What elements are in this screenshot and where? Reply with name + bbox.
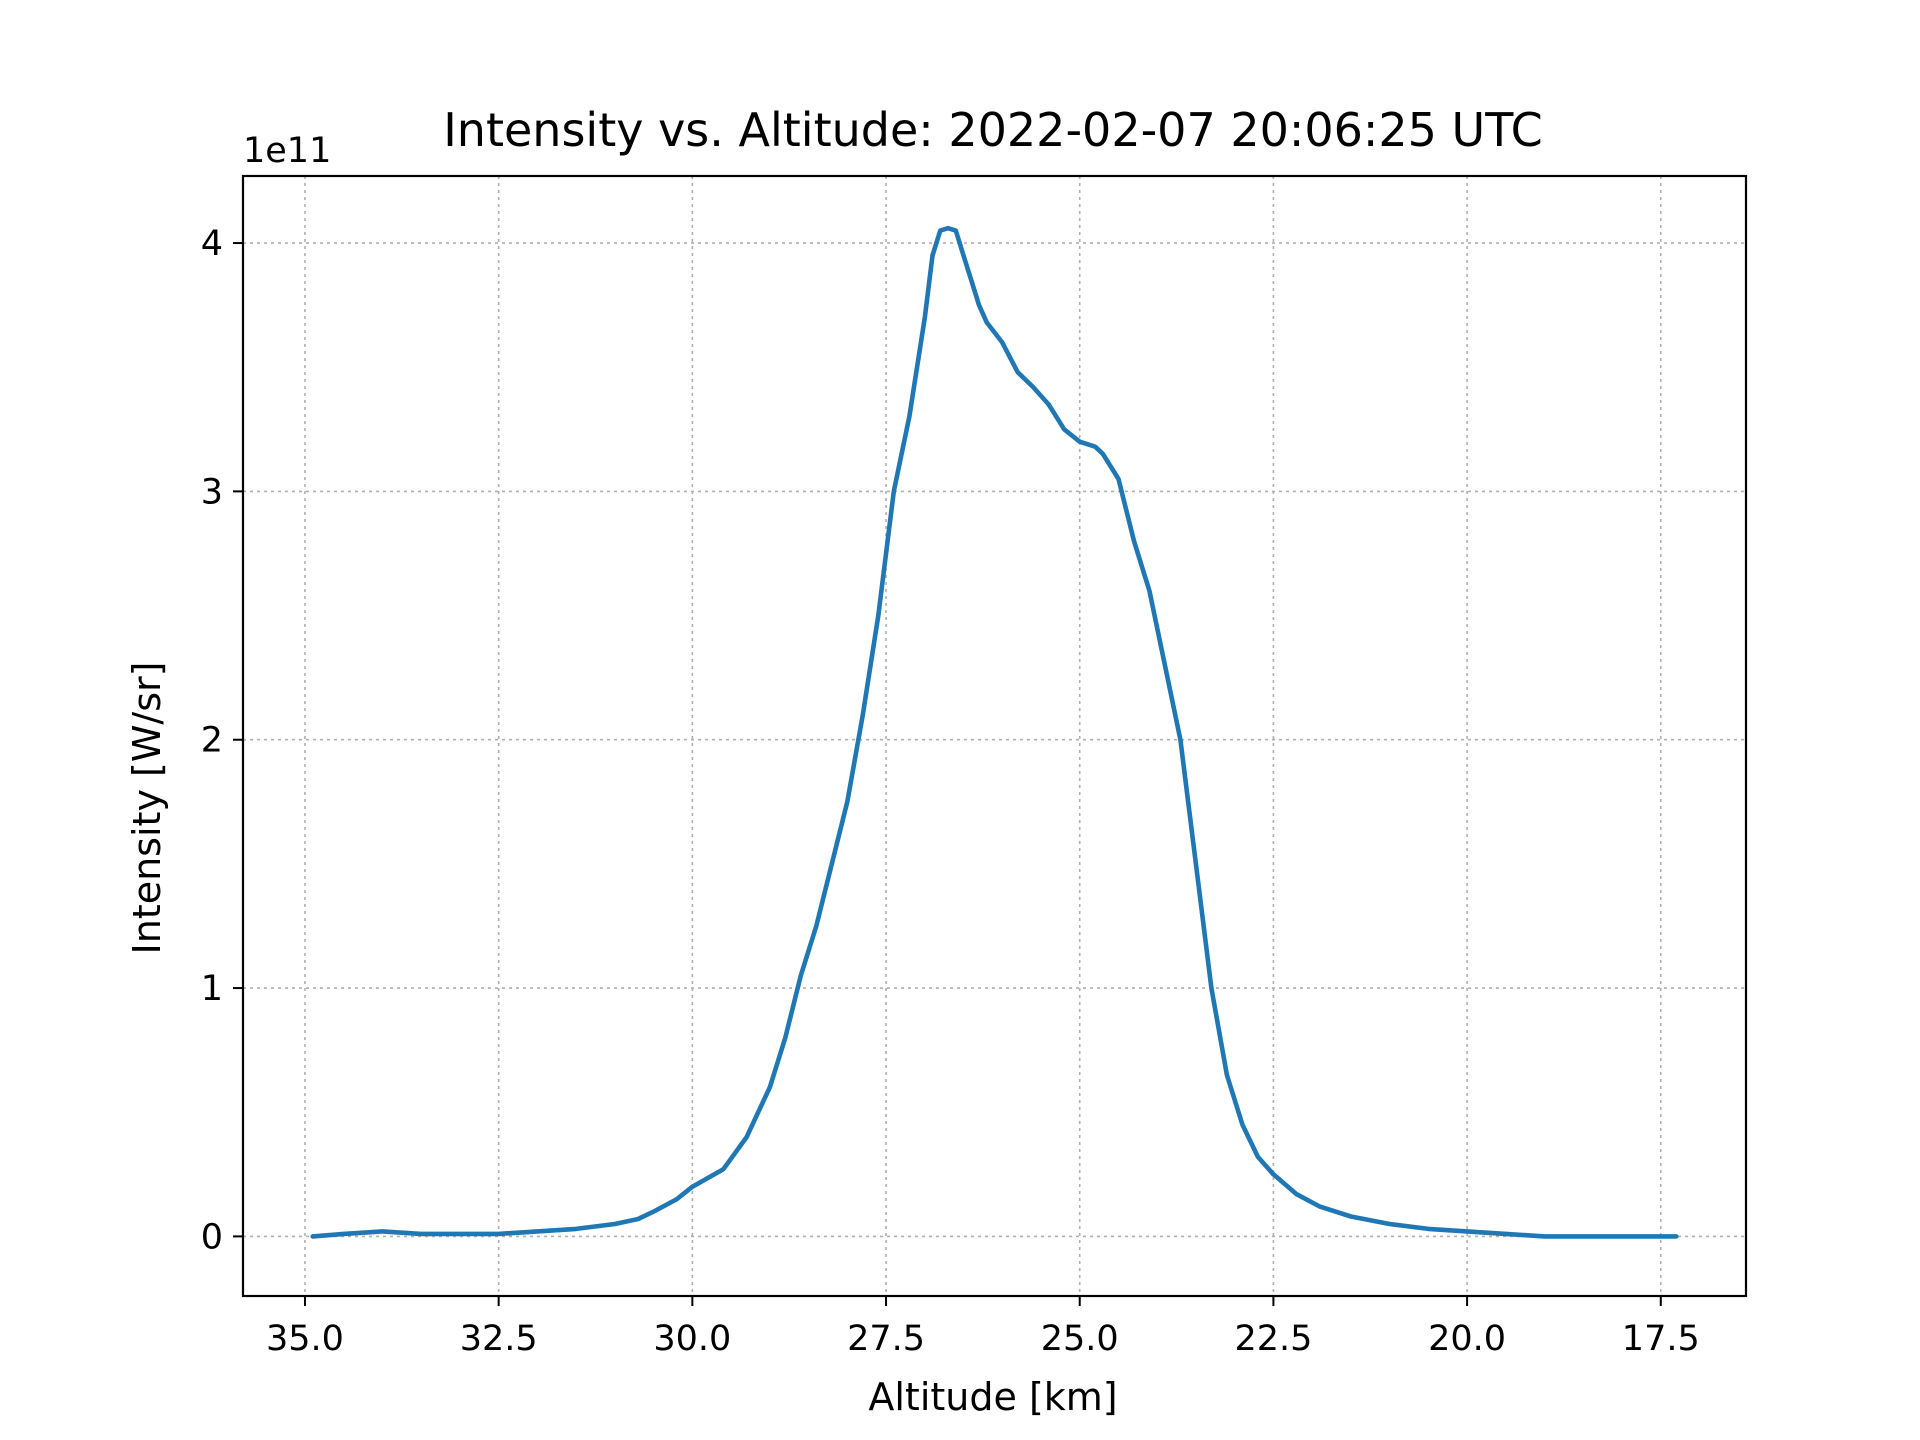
grid	[243, 176, 1746, 1296]
plot-frame	[241, 174, 1748, 1298]
x-tick-label: 32.5	[460, 1319, 538, 1359]
chart-title: Intensity vs. Altitude: 2022-02-07 20:06…	[443, 103, 1543, 157]
x-tick-label: 27.5	[847, 1319, 925, 1359]
x-axis-label: Altitude [km]	[868, 1375, 1117, 1419]
x-tick-label: 30.0	[653, 1319, 731, 1359]
x-tick-label: 35.0	[266, 1319, 344, 1359]
y-tick-label: 2	[201, 721, 223, 761]
y-axis-label: Intensity [W/sr]	[125, 662, 169, 955]
x-tick-label: 22.5	[1234, 1319, 1312, 1359]
y-tick-label: 0	[201, 1217, 223, 1257]
y-offset-label: 1e11	[243, 131, 331, 171]
y-tick-label: 4	[201, 224, 223, 264]
intensity-series-line	[310, 225, 1679, 1239]
series-layer	[310, 225, 1679, 1239]
x-tick-label: 17.5	[1622, 1319, 1700, 1359]
y-tick-label: 1	[201, 969, 223, 1009]
ticks: 35.0 32.5 30.0 27.5 25.0 22.5 20.0 17.5 0 1 2 3 4	[201, 224, 1700, 1359]
x-tick-label: 25.0	[1041, 1319, 1119, 1359]
y-tick-label: 3	[201, 472, 223, 512]
x-tick-label: 20.0	[1428, 1319, 1506, 1359]
